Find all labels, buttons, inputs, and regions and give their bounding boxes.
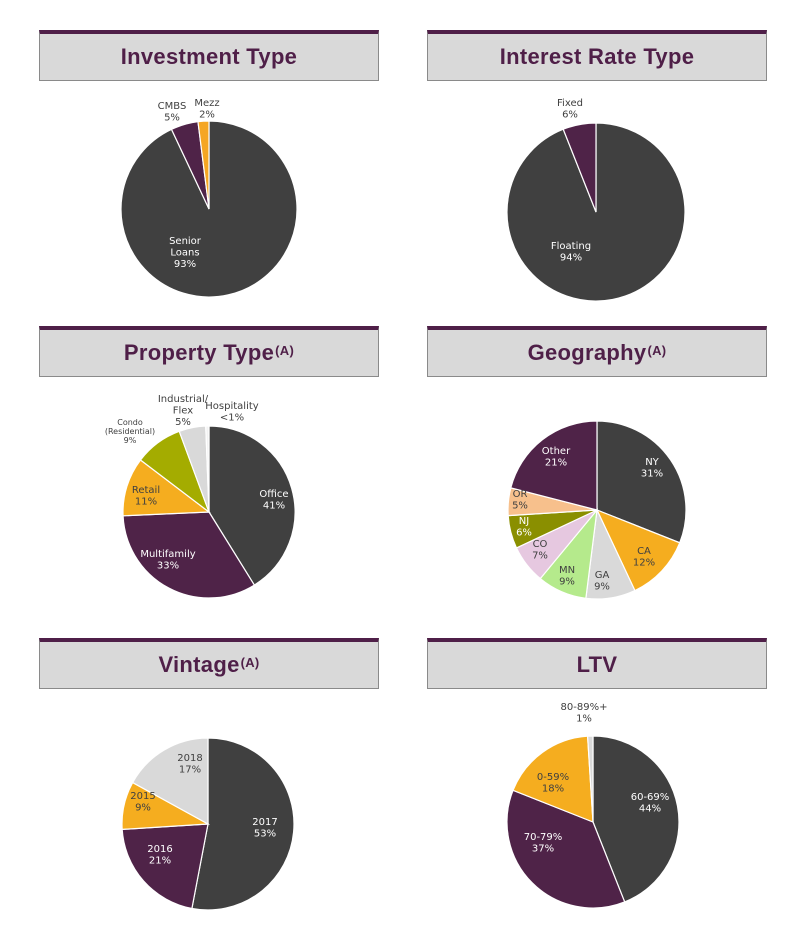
footnote-marker: (A) xyxy=(240,654,260,670)
chart-title: Interest Rate Type xyxy=(499,44,695,69)
data-label: 2017 53% xyxy=(252,817,277,840)
pie-slice-0-59- xyxy=(512,735,594,823)
pie-slice-hospitality xyxy=(205,425,210,513)
data-label: Office 41% xyxy=(259,489,288,512)
data-label: MN 9% xyxy=(559,565,575,588)
data-label: Hospitality <1% xyxy=(205,401,259,424)
pie-slice-fixed xyxy=(562,122,597,213)
pie-slice-ca xyxy=(595,508,681,592)
data-label: CO 7% xyxy=(532,539,548,562)
data-label: CMBS 5% xyxy=(158,101,187,124)
header-interest-rate-type: Interest Rate Type xyxy=(427,30,767,81)
pie-slice-other xyxy=(510,420,598,511)
chart-title: Geography xyxy=(527,340,647,365)
header-geography: Geography (A) xyxy=(427,326,767,377)
data-label: 2015 9% xyxy=(130,791,155,814)
data-label: 60-69% 44% xyxy=(631,792,670,815)
pie-slice-mezz xyxy=(197,120,210,210)
pie-interest-rate-type: Floating 94% Fixed 6% xyxy=(506,98,686,302)
data-label: 2016 21% xyxy=(147,844,172,867)
pie-slice-2018 xyxy=(131,737,209,826)
pie-slice-80-89- xyxy=(586,735,594,823)
pie-slice-2016 xyxy=(121,823,209,910)
data-label: Mezz 2% xyxy=(194,98,219,121)
data-label: Industrial/Flex 5% xyxy=(158,394,209,428)
data-label: Other 21% xyxy=(542,446,571,469)
data-label: OR 5% xyxy=(512,489,528,512)
pie-slice-60-69- xyxy=(592,735,680,903)
footnote-marker: (A) xyxy=(275,342,295,358)
data-label: Floating 94% xyxy=(551,241,591,264)
pie-slice-ny xyxy=(596,420,687,544)
header-investment-type: Investment Type xyxy=(39,30,379,81)
header-property-type: Property Type (A) xyxy=(39,326,379,377)
data-label: Fixed 6% xyxy=(557,98,583,121)
pie-vintage: 2017 53% 2016 21% 2015 9% 2018 17% xyxy=(121,737,295,911)
chart-title: Vintage xyxy=(158,652,240,677)
data-label: 2018 17% xyxy=(177,753,202,776)
pie-slice-70-79- xyxy=(506,789,626,909)
pie-geography: NY 31% CA 12% GA 9% MN 9% CO 7%NJ 6% OR 5% Other 21% xyxy=(507,420,687,600)
pie-investment-type: Senior Loans 93% CMBS 5% Mezz 2% xyxy=(120,98,298,298)
footnote-marker: (A) xyxy=(647,342,667,358)
data-label: NY 31% xyxy=(641,457,663,480)
data-label: Condo (Residential) 9% xyxy=(105,418,155,445)
data-label: Senior Loans 93% xyxy=(169,236,202,270)
chart-title: Property Type xyxy=(123,340,275,365)
pie-slice-office xyxy=(208,425,296,586)
header-vintage: Vintage (A) xyxy=(39,638,379,689)
header-ltv: LTV xyxy=(427,638,767,689)
pie-ltv: 60-69% 44% 70-79% 37% 0-59% 18% 80-89%+ 1% xyxy=(506,702,680,909)
data-label: 0-59% 18% xyxy=(537,772,569,795)
chart-title: Investment Type xyxy=(120,44,298,69)
data-label: 80-89%+ 1% xyxy=(561,702,608,725)
pie-slice-multifamily xyxy=(122,511,256,599)
data-label: NJ 6% xyxy=(516,516,532,539)
pie-property-type: Office 41% Multifamily 33% Retail 11% Condo (Re… xyxy=(105,394,296,599)
data-label: Multifamily 33% xyxy=(140,549,195,572)
data-label: 70-79% 37% xyxy=(524,832,563,855)
data-label: Retail 11% xyxy=(132,485,160,508)
chart-title: LTV xyxy=(576,652,618,677)
data-label: GA 9% xyxy=(594,570,610,593)
pie-slice-2017 xyxy=(191,737,295,911)
data-label: CA 12% xyxy=(633,546,655,569)
